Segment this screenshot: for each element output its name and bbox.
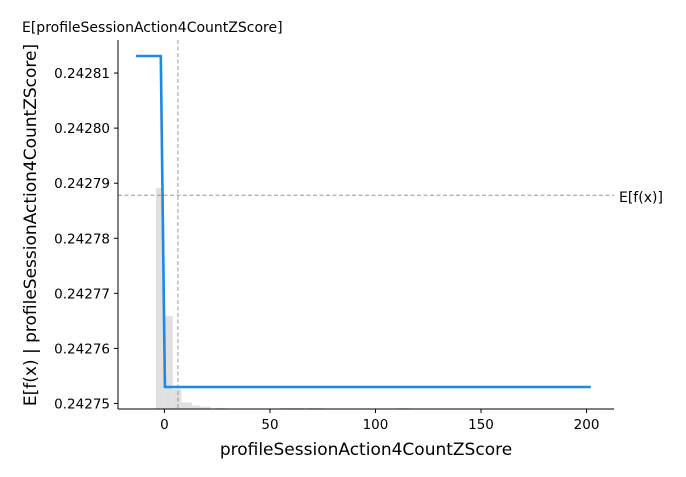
axes — [117, 40, 614, 410]
histogram-bar-3 — [181, 402, 192, 409]
histogram-bar-5 — [200, 406, 211, 409]
x-tick-label: 150 — [468, 417, 494, 433]
x-tick-label: 100 — [363, 417, 389, 433]
y-tick-label: 0.24278 — [54, 231, 110, 247]
y-tick-label: 0.24277 — [54, 286, 110, 302]
histogram-bar-2 — [172, 389, 182, 409]
histogram-bar-1 — [163, 316, 173, 409]
x-tick-label: 50 — [261, 417, 278, 433]
histogram-bar-4 — [191, 405, 201, 409]
expected-value-label: E[f(x)] — [619, 190, 663, 206]
y-tick-label: 0.24281 — [54, 66, 110, 82]
series-line-0 — [135, 54, 591, 389]
top-label: E[profileSessionAction4CountZScore] — [22, 20, 283, 36]
y-tick-label: 0.24280 — [54, 121, 110, 137]
reference-lines — [118, 40, 614, 409]
x-tick-label: 0 — [160, 417, 169, 433]
x-tick-label: 200 — [574, 417, 600, 433]
histogram-bar-0 — [155, 188, 164, 409]
histogram — [155, 188, 410, 409]
y-tick-label: 0.24276 — [54, 341, 110, 357]
x-axis-title: profileSessionAction4CountZScore — [220, 440, 512, 460]
y-tick-label: 0.24279 — [54, 176, 110, 192]
histogram-bar-6 — [215, 407, 226, 409]
series-layer — [135, 54, 591, 389]
y-tick-label: 0.24275 — [54, 396, 110, 412]
ticks: 0 50 100 150 200 0.24275 0.24276 0.24277 0.24278… — [54, 66, 599, 433]
y-axis-title: E[f(x) | profileSessionAction4CountZScor… — [21, 44, 41, 406]
